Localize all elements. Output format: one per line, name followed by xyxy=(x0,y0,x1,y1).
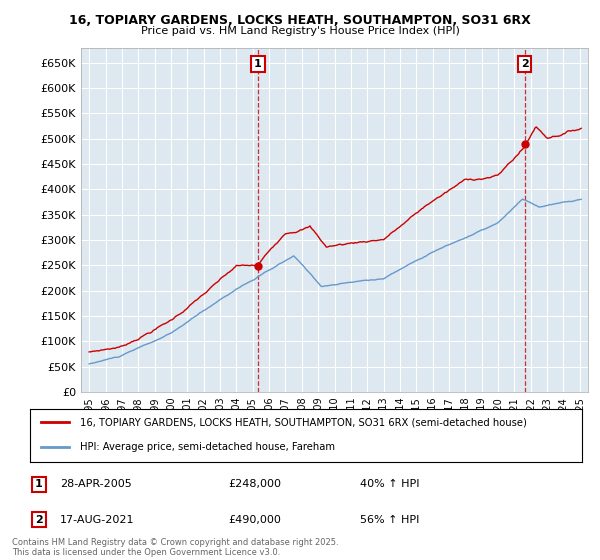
Text: 40% ↑ HPI: 40% ↑ HPI xyxy=(360,479,419,489)
Text: 1: 1 xyxy=(35,479,43,489)
Text: 1: 1 xyxy=(254,59,262,69)
Text: 56% ↑ HPI: 56% ↑ HPI xyxy=(360,515,419,525)
Text: Contains HM Land Registry data © Crown copyright and database right 2025.
This d: Contains HM Land Registry data © Crown c… xyxy=(12,538,338,557)
Text: 17-AUG-2021: 17-AUG-2021 xyxy=(60,515,134,525)
Text: £490,000: £490,000 xyxy=(228,515,281,525)
Text: 16, TOPIARY GARDENS, LOCKS HEATH, SOUTHAMPTON, SO31 6RX: 16, TOPIARY GARDENS, LOCKS HEATH, SOUTHA… xyxy=(69,14,531,27)
Text: 2: 2 xyxy=(521,59,529,69)
Text: Price paid vs. HM Land Registry's House Price Index (HPI): Price paid vs. HM Land Registry's House … xyxy=(140,26,460,36)
Text: 16, TOPIARY GARDENS, LOCKS HEATH, SOUTHAMPTON, SO31 6RX (semi-detached house): 16, TOPIARY GARDENS, LOCKS HEATH, SOUTHA… xyxy=(80,417,527,427)
Text: 2: 2 xyxy=(35,515,43,525)
Text: 28-APR-2005: 28-APR-2005 xyxy=(60,479,132,489)
Text: HPI: Average price, semi-detached house, Fareham: HPI: Average price, semi-detached house,… xyxy=(80,442,335,452)
Text: £248,000: £248,000 xyxy=(228,479,281,489)
